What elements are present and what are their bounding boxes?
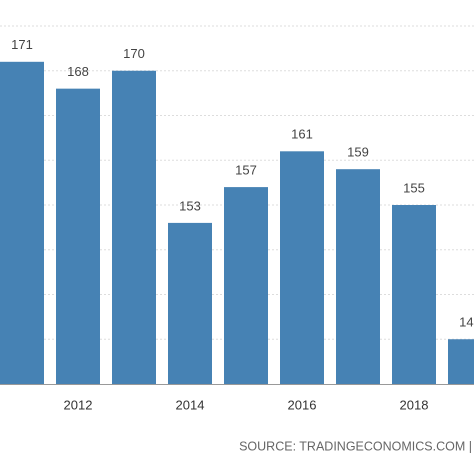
bar — [448, 339, 474, 384]
x-tick-label: 2012 — [64, 397, 93, 412]
value-label: 159 — [347, 145, 369, 160]
value-label: 170 — [123, 46, 145, 61]
x-tick-label: 2016 — [288, 397, 317, 412]
value-label: 153 — [179, 198, 201, 213]
bar — [392, 205, 436, 384]
bar — [336, 169, 380, 384]
x-tick-label: 2018 — [400, 397, 429, 412]
bar — [280, 151, 324, 384]
source: SOURCE: TRADINGECONOMICS.COM | — [239, 439, 472, 453]
bar — [112, 70, 156, 384]
value-label: 155 — [403, 180, 425, 195]
value-label: 161 — [291, 127, 313, 142]
value-label: 171 — [11, 37, 33, 52]
bar — [224, 187, 268, 384]
value-label: 140 — [459, 315, 474, 330]
value-label: 157 — [235, 163, 257, 178]
x-tick-label: 2014 — [176, 397, 205, 412]
bar — [56, 88, 100, 385]
bar — [168, 222, 212, 384]
bar — [0, 61, 44, 385]
value-label: 168 — [67, 64, 89, 79]
